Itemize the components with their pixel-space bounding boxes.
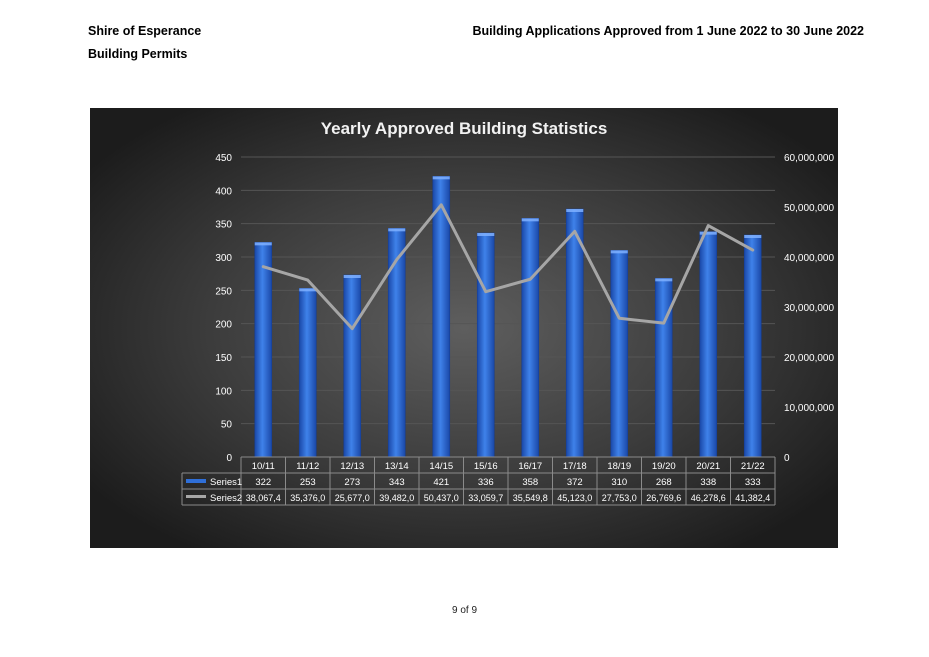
legend-key-series1 xyxy=(186,479,206,483)
bar-top-highlight xyxy=(655,278,673,282)
series2-data-label: 38,067,4 xyxy=(246,493,281,503)
bar-top-highlight xyxy=(699,231,717,235)
y-axis-right: 60,000,000 50,000,000 40,000,000 30,000,000… xyxy=(784,153,834,464)
y-tick-label: 350 xyxy=(215,220,232,231)
category-label: 12/13 xyxy=(340,461,364,472)
y2-tick-label: 50,000,000 xyxy=(784,203,834,214)
bar-top-highlight xyxy=(299,288,317,292)
legend-label-series1: Series1 xyxy=(210,477,242,488)
series1-data-label: 333 xyxy=(745,477,761,488)
bar xyxy=(743,234,762,458)
category-label: 18/19 xyxy=(607,461,631,472)
bar-top-highlight xyxy=(343,275,361,278)
bar xyxy=(610,250,629,458)
y-tick-label: 150 xyxy=(215,353,232,364)
bar xyxy=(387,228,406,458)
y-tick-label: 100 xyxy=(215,386,232,397)
series1-data-label: 253 xyxy=(300,477,316,488)
category-label: 11/12 xyxy=(296,461,319,472)
series2-line xyxy=(261,203,755,331)
y-tick-label: 200 xyxy=(215,320,232,331)
y-tick-label: 250 xyxy=(215,286,232,297)
series2-data-label: 27,753,0 xyxy=(602,493,637,503)
series2-data-label: 25,677,0 xyxy=(335,493,370,503)
category-label: 13/14 xyxy=(385,461,409,472)
bar xyxy=(343,274,362,458)
series2-data-label: 39,482,0 xyxy=(379,493,414,503)
combo-chart: Yearly Approved Building Statistics 4504… xyxy=(90,108,838,548)
series1-data-label: 343 xyxy=(389,477,405,488)
category-label: 21/22 xyxy=(741,461,765,472)
bar-top-highlight xyxy=(566,209,584,212)
series2-data-label: 33,059,7 xyxy=(468,493,503,503)
y-tick-label: 400 xyxy=(215,186,232,197)
bar-top-highlight xyxy=(610,250,628,254)
y2-tick-label: 60,000,000 xyxy=(784,153,834,164)
data-table: 10/11 11/12 12/13 13/14 14/15 15/16 16/17 17/18… xyxy=(181,456,776,506)
section-subtitle: Building Permits xyxy=(88,47,188,61)
series1-data-label: 336 xyxy=(478,477,494,488)
category-label: 20/21 xyxy=(696,461,720,472)
y2-tick-label: 30,000,000 xyxy=(784,303,834,314)
organization-name: Shire of Esperance xyxy=(88,24,202,38)
bar-top-highlight xyxy=(432,176,450,180)
line-series xyxy=(261,203,755,331)
series2-data-label: 41,382,4 xyxy=(735,493,770,503)
legend-key-series2 xyxy=(186,495,206,498)
series1-data-label: 268 xyxy=(656,477,672,488)
bar-top-highlight xyxy=(477,233,495,236)
series2-data-label: 45,123,0 xyxy=(557,493,592,503)
y-tick-label: 450 xyxy=(215,153,232,164)
y-axis-left: 450 400 350 300 250 200 150 100 50 0 xyxy=(215,153,232,464)
series1-data-label: 273 xyxy=(344,477,360,488)
y-tick-label: 0 xyxy=(226,453,232,464)
category-label: 16/17 xyxy=(518,461,542,472)
bar xyxy=(254,242,273,458)
chart-container: Yearly Approved Building Statistics 450 4… xyxy=(90,108,838,548)
bar-top-highlight xyxy=(254,242,272,246)
bar xyxy=(699,231,718,458)
series2-data-label: 35,549,8 xyxy=(513,493,548,503)
page-number: 9 of 9 xyxy=(451,605,478,616)
legend-label-series2: Series2 xyxy=(210,493,242,504)
series1-data-label: 322 xyxy=(255,477,271,488)
bar xyxy=(298,288,317,458)
series1-data-label: 338 xyxy=(700,477,716,488)
bar xyxy=(654,278,673,458)
y2-tick-label: 20,000,000 xyxy=(784,353,834,364)
report-title: Building Applications Approved from 1 Ju… xyxy=(472,24,864,38)
series1-data-label: 372 xyxy=(567,477,583,488)
category-label: 10/11 xyxy=(252,461,275,472)
category-label: 15/16 xyxy=(474,461,498,472)
bar-top-highlight xyxy=(521,218,539,222)
category-label: 14/15 xyxy=(429,461,453,472)
y-tick-label: 300 xyxy=(215,253,232,264)
series1-data-label: 358 xyxy=(522,477,538,488)
category-label: 17/18 xyxy=(563,461,587,472)
bar-top-highlight xyxy=(744,235,762,238)
category-label: 19/20 xyxy=(652,461,676,472)
series2-data-label: 46,278,6 xyxy=(691,493,726,503)
y2-tick-label: 40,000,000 xyxy=(784,253,834,264)
bar xyxy=(521,218,540,458)
y2-tick-label: 0 xyxy=(784,453,790,464)
series1-data-label: 310 xyxy=(611,477,627,488)
y-tick-label: 50 xyxy=(221,420,233,431)
y2-tick-label: 10,000,000 xyxy=(784,403,834,414)
bar xyxy=(476,232,495,458)
series2-data-label: 50,437,0 xyxy=(424,493,459,503)
series2-data-label: 26,769,6 xyxy=(646,493,681,503)
series1-data-label: 421 xyxy=(433,477,449,488)
chart-title: Yearly Approved Building Statistics xyxy=(321,119,608,138)
series2-data-label: 35,376,0 xyxy=(290,493,325,503)
bar-top-highlight xyxy=(388,228,406,232)
